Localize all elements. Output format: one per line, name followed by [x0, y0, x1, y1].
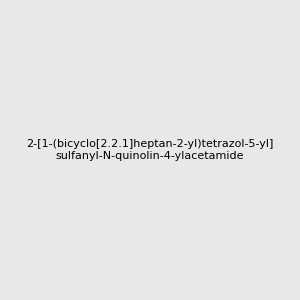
Text: 2-[1-(bicyclo[2.2.1]heptan-2-yl)tetrazol-5-yl]
sulfanyl-N-quinolin-4-ylacetamide: 2-[1-(bicyclo[2.2.1]heptan-2-yl)tetrazol…	[26, 139, 274, 161]
